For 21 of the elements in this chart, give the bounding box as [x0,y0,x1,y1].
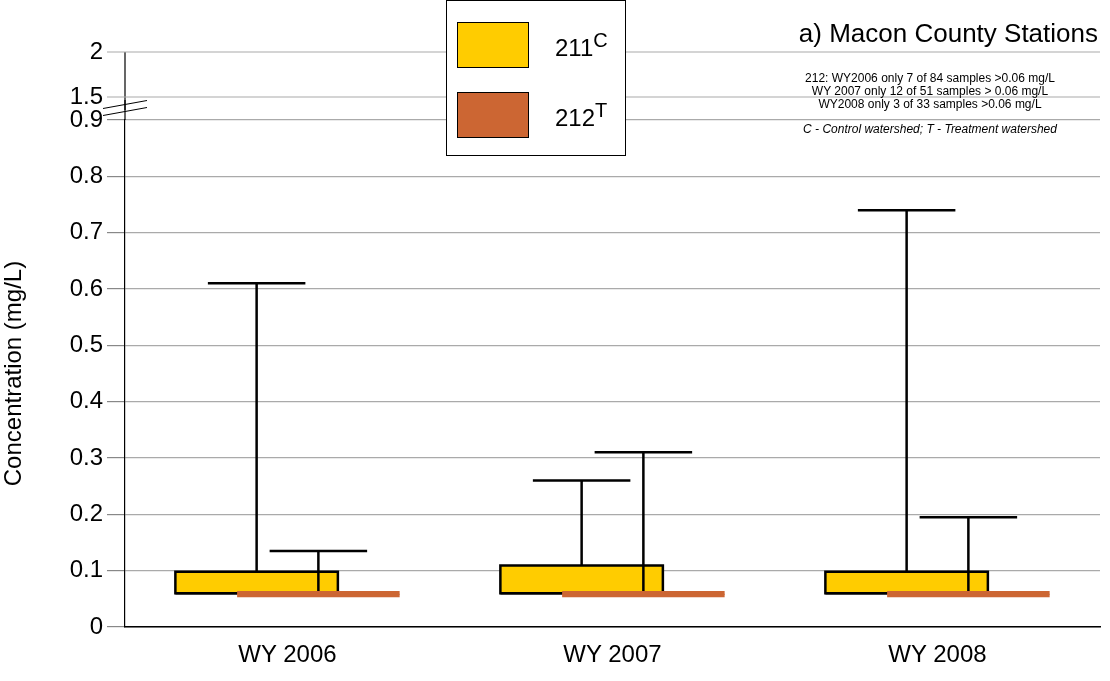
y-tick-label: 0.6 [69,273,103,301]
text: WY 2007 only 12 of 51 samples > 0.06 mg/L [810,84,1049,98]
x-tick-label: WY 2008 [888,640,987,668]
x-tick-label: WY 2007 [563,640,662,668]
text: 2 [89,36,103,64]
x-tick-label: WY 2006 [238,640,337,668]
text: a) Macon County Stations [798,18,1098,48]
text: WY2008 only 3 of 33 samples >0.06 mg/L [817,97,1042,111]
text: 212: WY2006 only 7 of 84 samples >0.06 mg/L [804,71,1056,85]
y-tick-label: 0.3 [69,442,103,470]
legend-label: 212$^{T}$ [555,98,608,132]
y-tick-label: 0.5 [69,329,103,357]
legend-label: 211$^{C}$ [555,28,608,62]
y-tick-label: 0.8 [69,160,103,188]
y-axis-title: Concentration (mg/L) [0,260,27,487]
annotation: C - Control watershed; T - Treatment watershed [802,122,1058,136]
y-tick-label: 0.7 [69,217,103,245]
y-tick-label: 0.1 [69,555,103,583]
y-tick-label: 0 [89,611,103,639]
y-tick-label: 0.2 [69,498,103,526]
y-tick-label: 0.4 [69,386,103,414]
